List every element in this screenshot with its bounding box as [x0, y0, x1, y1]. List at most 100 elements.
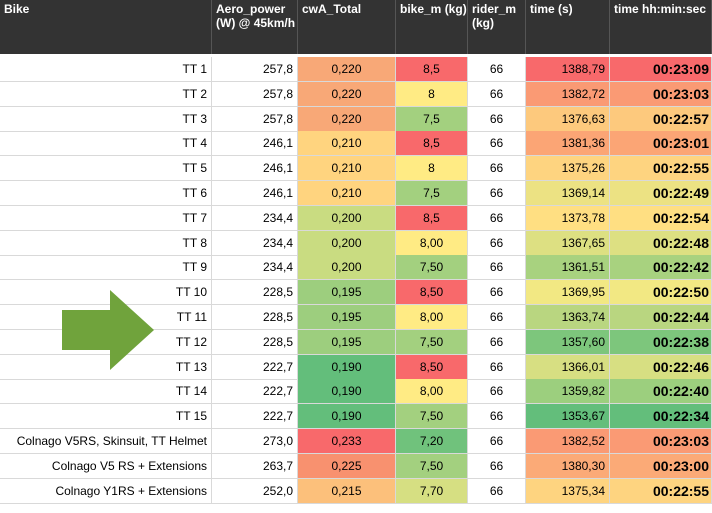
cell-bike[interactable]: TT 12	[0, 330, 212, 355]
cell-rider-mass[interactable]: 66	[468, 429, 526, 454]
cell-aero-power[interactable]: 222,7	[212, 379, 298, 404]
cell-rider-mass[interactable]: 66	[468, 404, 526, 429]
cell-bike-mass[interactable]: 7,5	[396, 181, 468, 206]
cell-rider-mass[interactable]: 66	[468, 131, 526, 156]
cell-bike-mass[interactable]: 7,50	[396, 330, 468, 355]
cell-time-seconds[interactable]: 1380,30	[526, 454, 610, 479]
cell-cwa-total[interactable]: 0,220	[298, 107, 396, 132]
cell-cwa-total[interactable]: 0,210	[298, 131, 396, 156]
cell-rider-mass[interactable]: 66	[468, 280, 526, 305]
cell-bike[interactable]: TT 1	[0, 57, 212, 82]
cell-bike-mass[interactable]: 8,50	[396, 355, 468, 380]
cell-cwa-total[interactable]: 0,233	[298, 429, 396, 454]
cell-cwa-total[interactable]: 0,195	[298, 305, 396, 330]
cell-cwa-total[interactable]: 0,215	[298, 479, 396, 504]
cell-aero-power[interactable]: 246,1	[212, 131, 298, 156]
cell-time-hms[interactable]: 00:22:34	[610, 404, 712, 429]
cell-time-seconds[interactable]: 1367,65	[526, 231, 610, 256]
cell-rider-mass[interactable]: 66	[468, 355, 526, 380]
cell-time-hms[interactable]: 00:22:55	[610, 479, 712, 504]
cell-rider-mass[interactable]: 66	[468, 479, 526, 504]
cell-cwa-total[interactable]: 0,195	[298, 280, 396, 305]
cell-time-hms[interactable]: 00:22:49	[610, 181, 712, 206]
cell-rider-mass[interactable]: 66	[468, 82, 526, 107]
cell-aero-power[interactable]: 273,0	[212, 429, 298, 454]
cell-cwa-total[interactable]: 0,200	[298, 206, 396, 231]
cell-cwa-total[interactable]: 0,210	[298, 181, 396, 206]
cell-cwa-total[interactable]: 0,190	[298, 379, 396, 404]
cell-time-seconds[interactable]: 1369,14	[526, 181, 610, 206]
cell-time-seconds[interactable]: 1353,67	[526, 404, 610, 429]
cell-bike-mass[interactable]: 7,20	[396, 429, 468, 454]
cell-time-hms[interactable]: 00:22:50	[610, 280, 712, 305]
cell-bike[interactable]: TT 3	[0, 107, 212, 132]
cell-aero-power[interactable]: 222,7	[212, 404, 298, 429]
cell-time-hms[interactable]: 00:23:00	[610, 454, 712, 479]
cell-cwa-total[interactable]: 0,190	[298, 404, 396, 429]
cell-bike[interactable]: TT 13	[0, 355, 212, 380]
cell-cwa-total[interactable]: 0,190	[298, 355, 396, 380]
cell-bike[interactable]: Colnago V5RS, Skinsuit, TT Helmet	[0, 429, 212, 454]
cell-cwa-total[interactable]: 0,220	[298, 82, 396, 107]
cell-bike-mass[interactable]: 7,50	[396, 454, 468, 479]
cell-rider-mass[interactable]: 66	[468, 379, 526, 404]
cell-time-hms[interactable]: 00:22:40	[610, 379, 712, 404]
cell-time-seconds[interactable]: 1375,34	[526, 479, 610, 504]
cell-bike[interactable]: TT 14	[0, 379, 212, 404]
cell-bike[interactable]: TT 10	[0, 280, 212, 305]
cell-aero-power[interactable]: 257,8	[212, 107, 298, 132]
cell-bike[interactable]: TT 15	[0, 404, 212, 429]
cell-bike[interactable]: TT 4	[0, 131, 212, 156]
cell-cwa-total[interactable]: 0,200	[298, 231, 396, 256]
cell-bike[interactable]: TT 2	[0, 82, 212, 107]
cell-aero-power[interactable]: 228,5	[212, 305, 298, 330]
cell-time-seconds[interactable]: 1376,63	[526, 107, 610, 132]
cell-aero-power[interactable]: 257,8	[212, 57, 298, 82]
cell-bike-mass[interactable]: 8	[396, 82, 468, 107]
cell-bike-mass[interactable]: 8,00	[396, 231, 468, 256]
cell-time-hms[interactable]: 00:22:38	[610, 330, 712, 355]
cell-cwa-total[interactable]: 0,220	[298, 57, 396, 82]
cell-bike[interactable]: TT 5	[0, 156, 212, 181]
cell-time-seconds[interactable]: 1357,60	[526, 330, 610, 355]
cell-time-hms[interactable]: 00:23:09	[610, 57, 712, 82]
cell-bike[interactable]: TT 8	[0, 231, 212, 256]
cell-bike[interactable]: Colnago V5 RS + Extensions	[0, 454, 212, 479]
cell-rider-mass[interactable]: 66	[468, 206, 526, 231]
cell-rider-mass[interactable]: 66	[468, 454, 526, 479]
cell-cwa-total[interactable]: 0,225	[298, 454, 396, 479]
cell-rider-mass[interactable]: 66	[468, 156, 526, 181]
cell-bike-mass[interactable]: 7,50	[396, 404, 468, 429]
cell-aero-power[interactable]: 234,4	[212, 206, 298, 231]
cell-bike-mass[interactable]: 7,5	[396, 107, 468, 132]
cell-aero-power[interactable]: 246,1	[212, 156, 298, 181]
cell-time-hms[interactable]: 00:22:48	[610, 231, 712, 256]
cell-time-seconds[interactable]: 1373,78	[526, 206, 610, 231]
cell-aero-power[interactable]: 234,4	[212, 231, 298, 256]
cell-time-seconds[interactable]: 1381,36	[526, 131, 610, 156]
cell-aero-power[interactable]: 228,5	[212, 280, 298, 305]
cell-time-seconds[interactable]: 1361,51	[526, 255, 610, 280]
cell-rider-mass[interactable]: 66	[468, 107, 526, 132]
cell-time-hms[interactable]: 00:22:42	[610, 255, 712, 280]
cell-cwa-total[interactable]: 0,195	[298, 330, 396, 355]
cell-rider-mass[interactable]: 66	[468, 57, 526, 82]
cell-time-seconds[interactable]: 1363,74	[526, 305, 610, 330]
cell-aero-power[interactable]: 257,8	[212, 82, 298, 107]
cell-time-seconds[interactable]: 1382,72	[526, 82, 610, 107]
cell-time-hms[interactable]: 00:22:46	[610, 355, 712, 380]
cell-time-seconds[interactable]: 1375,26	[526, 156, 610, 181]
cell-bike[interactable]: TT 9	[0, 255, 212, 280]
cell-time-hms[interactable]: 00:22:55	[610, 156, 712, 181]
cell-rider-mass[interactable]: 66	[468, 181, 526, 206]
cell-bike-mass[interactable]: 8,50	[396, 280, 468, 305]
cell-time-seconds[interactable]: 1366,01	[526, 355, 610, 380]
cell-bike-mass[interactable]: 7,50	[396, 255, 468, 280]
cell-cwa-total[interactable]: 0,200	[298, 255, 396, 280]
cell-bike[interactable]: TT 6	[0, 181, 212, 206]
cell-rider-mass[interactable]: 66	[468, 231, 526, 256]
cell-time-hms[interactable]: 00:22:54	[610, 206, 712, 231]
cell-time-seconds[interactable]: 1382,52	[526, 429, 610, 454]
cell-bike-mass[interactable]: 8,00	[396, 379, 468, 404]
cell-bike[interactable]: Colnago Y1RS + Extensions	[0, 479, 212, 504]
